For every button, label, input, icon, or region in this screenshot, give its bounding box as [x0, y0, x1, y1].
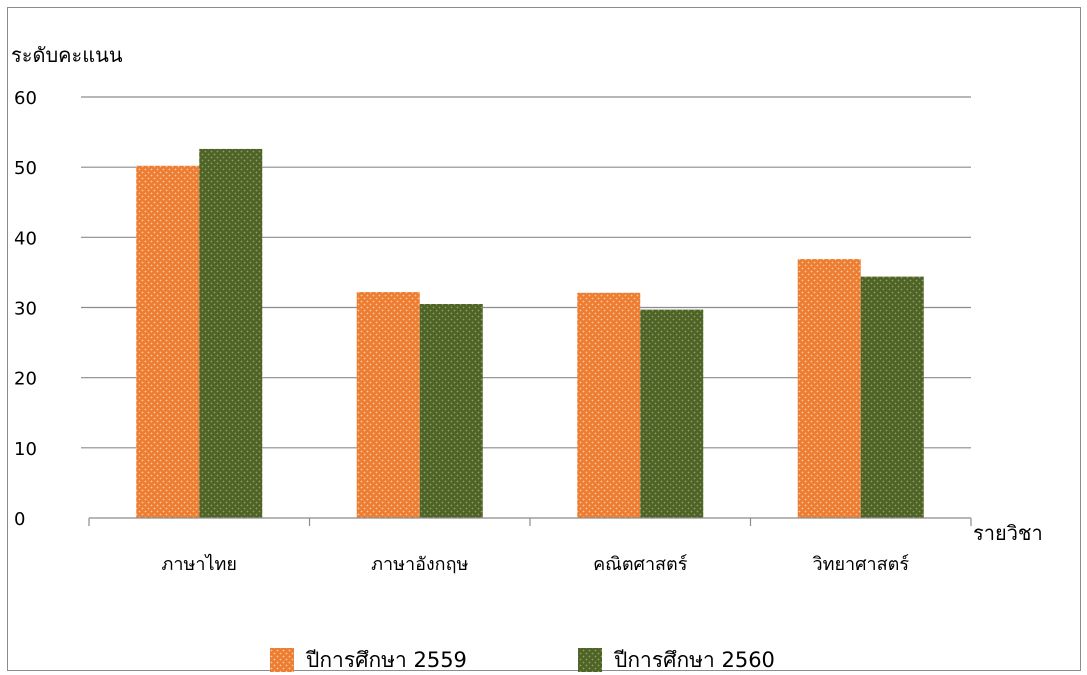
bar-2560-cat-2	[640, 309, 704, 518]
bar-2559-cat-2	[577, 292, 641, 518]
legend: ปีการศึกษา 2559 ปีการศึกษา 2560	[270, 648, 775, 672]
y-tick-label: 60	[14, 88, 37, 109]
legend-label-2559: ปีการศึกษา 2559	[305, 648, 467, 672]
x-axis-ticks	[88, 518, 972, 526]
y-tick-label: 10	[14, 439, 37, 460]
category-labels: ภาษาไทย ภาษาอังกฤษ คณิตศาสตร์ วิทยาศาสตร์	[162, 553, 910, 575]
category-label: คณิตศาสตร์	[593, 554, 688, 575]
category-label: ภาษาอังกฤษ	[371, 554, 468, 575]
bar-2559-cat-0	[136, 165, 200, 518]
y-tick-label: 40	[14, 228, 37, 249]
category-label: วิทยาศาสตร์	[812, 554, 909, 575]
category-label: ภาษาไทย	[162, 553, 237, 575]
y-tick-label: 0	[14, 509, 25, 530]
bar-2560-cat-3	[860, 276, 924, 518]
y-axis-title: ระดับคะแนน	[11, 43, 123, 67]
y-tick-label: 30	[14, 299, 37, 320]
bar-2560-cat-1	[419, 303, 483, 518]
bar-2559-cat-1	[356, 292, 420, 518]
legend-label-2560: ปีการศึกษา 2560	[613, 648, 775, 672]
x-axis-title: รายวิชา	[973, 521, 1043, 545]
bar-2560-cat-0	[199, 148, 263, 518]
legend-swatch-2560	[578, 648, 602, 672]
bar-2559-cat-3	[797, 259, 861, 518]
y-tick-labels: 0 10 20 30 40 50 60	[14, 88, 37, 530]
y-tick-label: 20	[14, 369, 37, 390]
y-tick-label: 50	[14, 158, 37, 179]
legend-swatch-2559	[270, 648, 294, 672]
bars	[136, 148, 924, 518]
